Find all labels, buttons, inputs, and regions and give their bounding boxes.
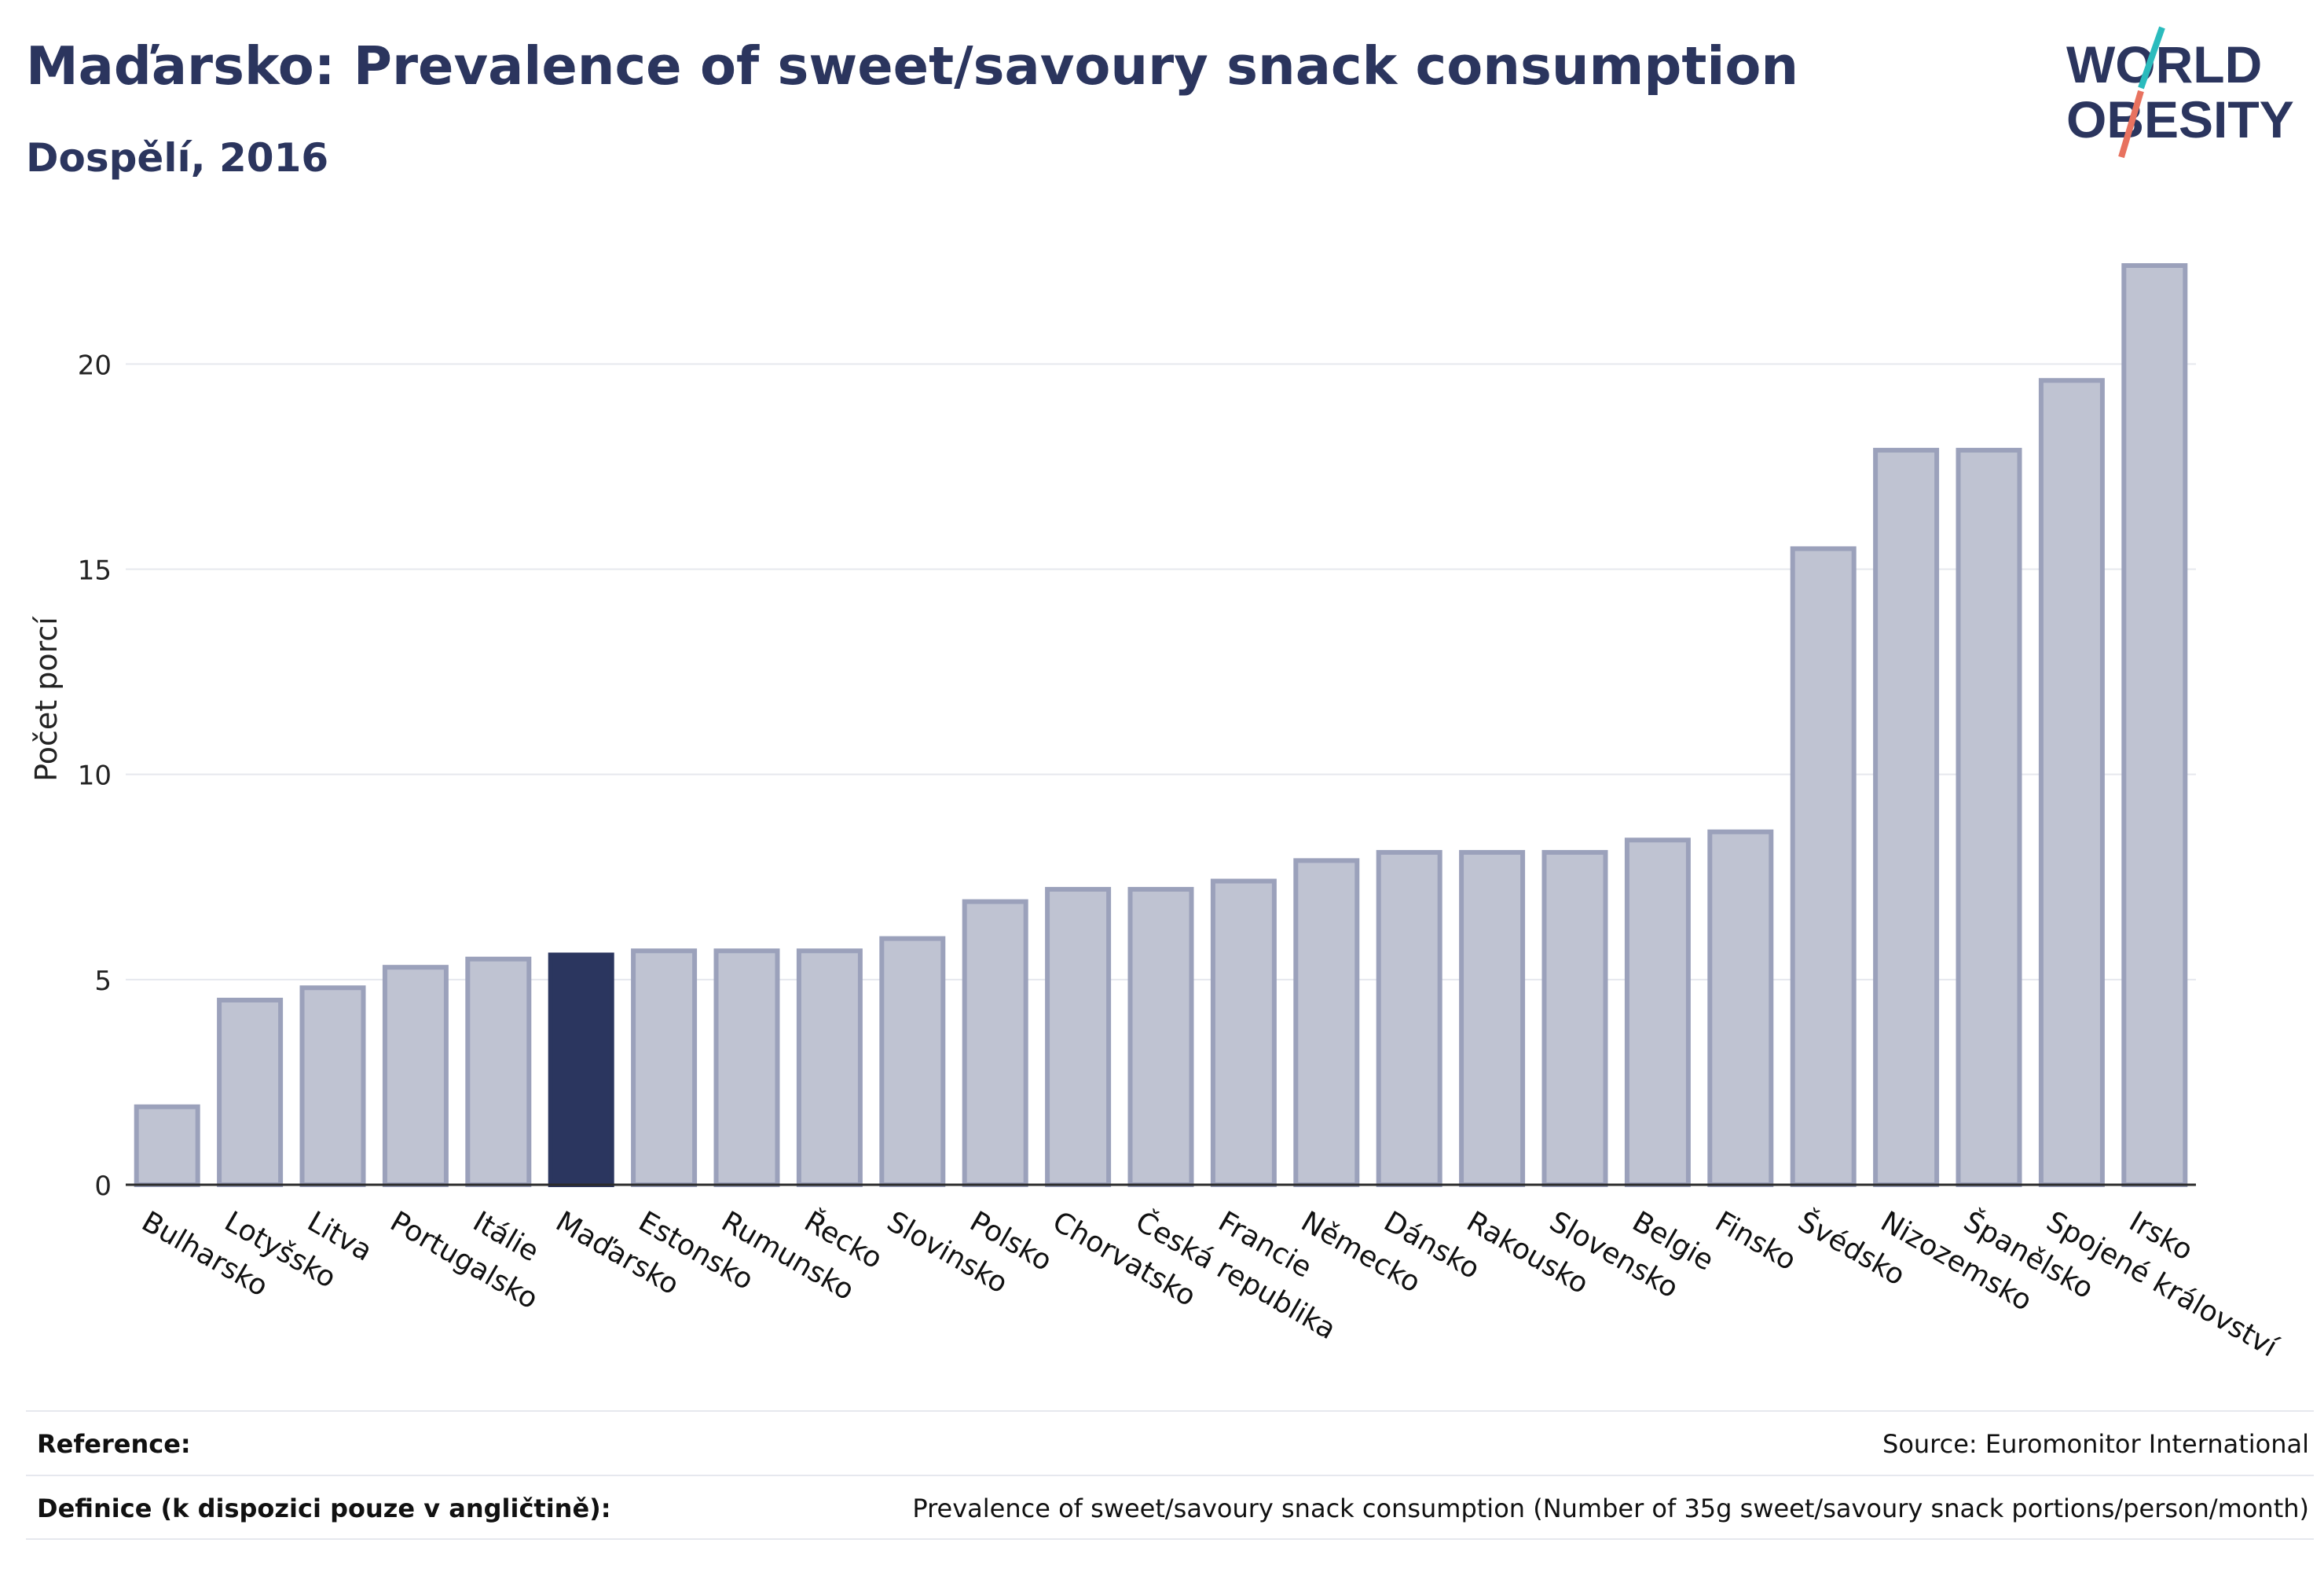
y-tick-label: 5 [94,966,112,997]
bar-Španělsko[interactable] [1956,448,2022,1187]
bar-Portugalsko[interactable] [382,965,449,1188]
x-tick-label: Finsko [1710,1205,1802,1277]
bar-Belgie[interactable] [1624,837,1691,1187]
bar-Slovinsko[interactable] [879,936,946,1188]
definition-value: Prevalence of sweet/savoury snack consum… [912,1494,2309,1523]
y-tick-label: 10 [78,761,112,792]
reference-value: Source: Euromonitor International [1882,1429,2309,1459]
logo-line-1: WORLD [2066,35,2262,93]
logo-slash-coral [2118,90,2144,159]
bar-Dánsko[interactable] [1376,849,1442,1188]
y-tick-label: 0 [94,1171,112,1202]
bar-Česká republika[interactable] [1127,886,1194,1188]
bar-Itálie[interactable] [465,956,532,1188]
bar-Polsko[interactable] [962,899,1028,1188]
bar-Estonsko[interactable] [631,948,698,1187]
y-axis-label: Počet porcí [29,616,64,782]
footer-definition-row: Definice (k dispozici pouze v angličtině… [26,1475,2314,1539]
chart-title: Maďarsko: Prevalence of sweet/savoury sn… [26,35,1799,97]
bar-Litva[interactable] [299,985,366,1188]
world-obesity-logo: WORLD OBESITY [2066,26,2294,159]
bar-Nizozemsko[interactable] [1873,448,1940,1187]
bar-Lotyšsko[interactable] [217,997,284,1187]
bar-Švédsko[interactable] [1790,546,1857,1187]
bar-Maďarsko[interactable] [548,952,614,1187]
definition-label: Definice (k dispozici pouze v angličtině… [37,1494,611,1523]
logo-slash-teal [2138,26,2165,90]
footer-reference-row: Reference: Source: Euromonitor Internati… [26,1410,2314,1475]
bar-Spojené království[interactable] [2038,378,2105,1187]
reference-label: Reference: [37,1429,191,1459]
y-tick-labels: 0 5 10 15 20 [78,350,112,1202]
bar-Bulharsko[interactable] [134,1104,200,1187]
logo-line-2: OBESITY [2066,90,2294,148]
chart-subtitle: Dospělí, 2016 [26,135,329,181]
bar-Francie[interactable] [1210,878,1277,1188]
bar-Německo[interactable] [1293,858,1360,1188]
y-tick-label: 15 [78,555,112,587]
footer-divider [26,1538,2314,1540]
bar-Chorvatsko[interactable] [1045,886,1112,1188]
bar-Řecko[interactable] [796,948,863,1187]
bars [134,263,2188,1188]
y-tick-label: 20 [78,350,112,381]
bar-Rumunsko[interactable] [713,948,780,1187]
bar-Finsko[interactable] [1707,829,1774,1188]
bar-Irsko[interactable] [2121,263,2188,1187]
bar-Slovensko[interactable] [1541,849,1608,1188]
bar-Rakousko[interactable] [1459,849,1526,1188]
